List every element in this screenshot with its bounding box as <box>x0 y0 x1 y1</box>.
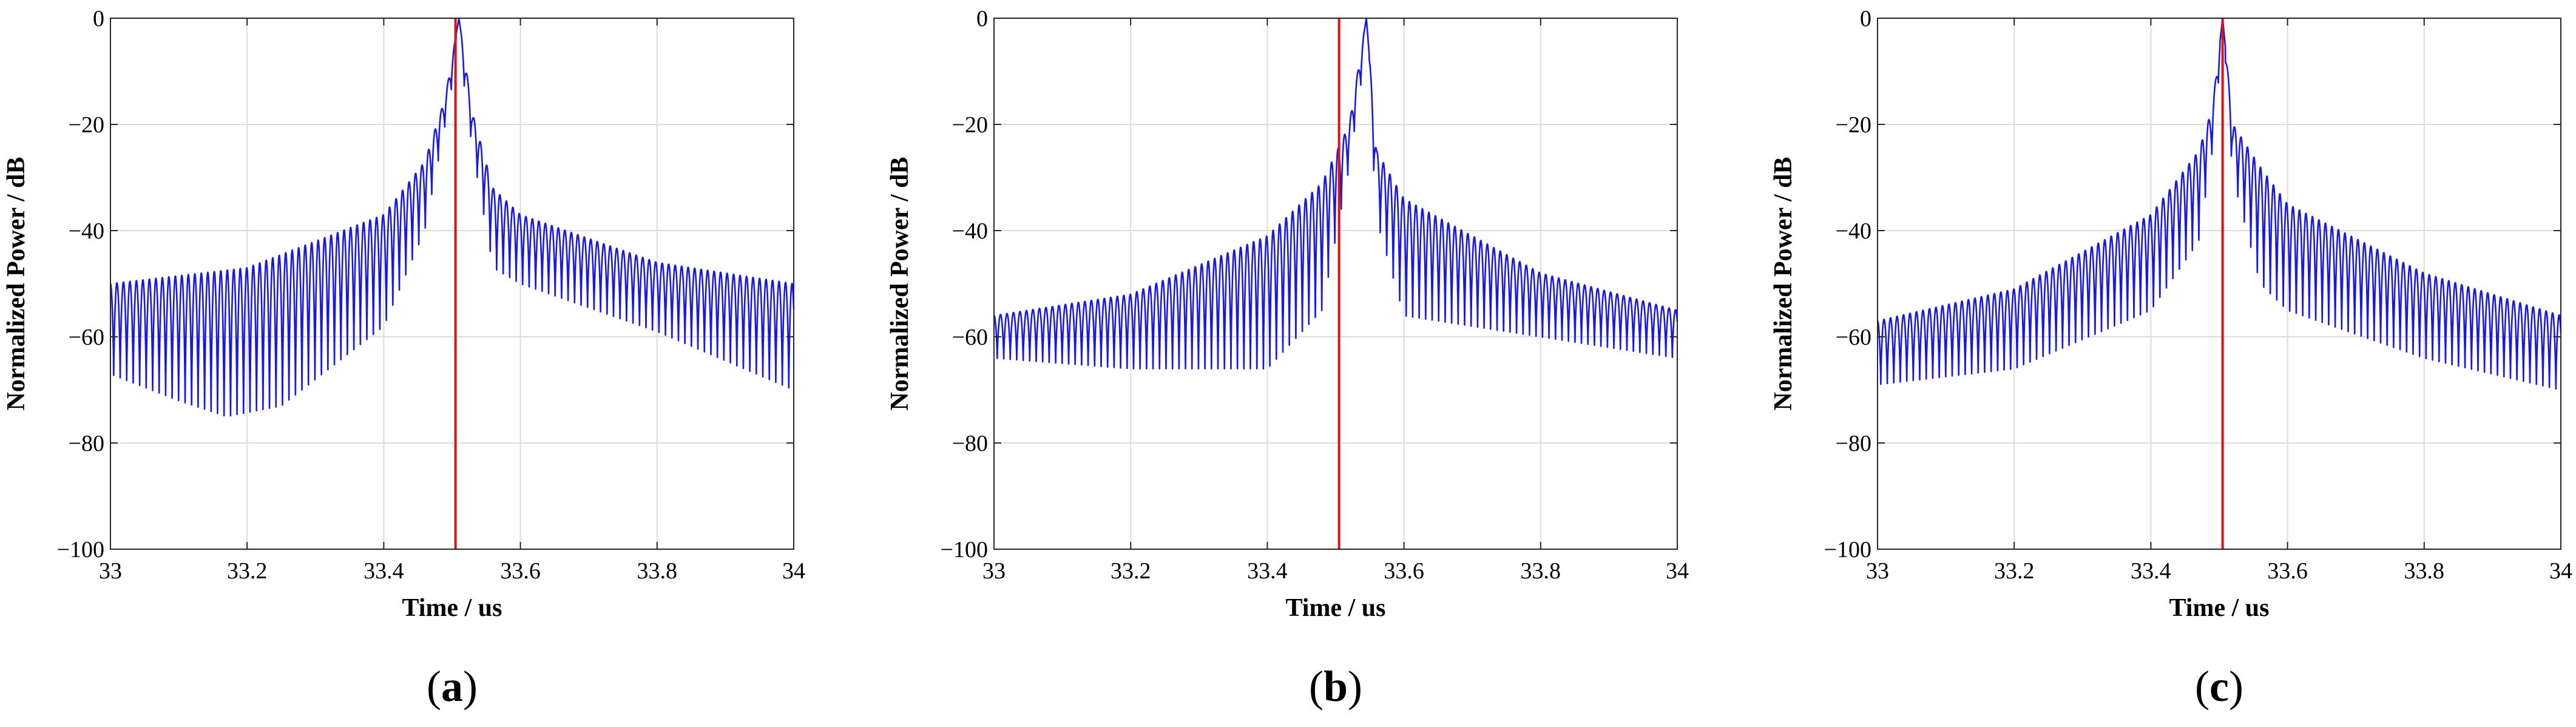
x-tick-label: 33.8 <box>2404 558 2445 584</box>
x-tick-label: 33.8 <box>637 558 678 584</box>
x-axis-label: Time / us <box>2169 594 2270 622</box>
x-tick-label: 33 <box>99 558 122 584</box>
y-axis-label: Normalized Power / dB <box>886 157 914 411</box>
y-tick-label: −100 <box>57 537 104 563</box>
axes-box <box>993 18 1678 550</box>
x-tick-label: 33.4 <box>363 558 404 584</box>
x-tick-label: 33.6 <box>500 558 541 584</box>
y-tick-label: 0 <box>976 6 988 32</box>
x-axis-label: Time / us <box>1286 594 1386 622</box>
x-tick-label: 33 <box>1866 558 1889 584</box>
x-tick-label: 34 <box>2549 558 2572 584</box>
y-tick-label: −20 <box>69 112 104 138</box>
y-tick-label: −60 <box>952 325 988 350</box>
panel-b: 33 33.2 33.4 33.6 33.8 34 −100 −80 −60 −40 −20 0 Tim… <box>886 6 1689 711</box>
x-tick-label: 34 <box>1666 558 1689 584</box>
panel-c: 33 33.2 33.4 33.6 33.8 34 −100 −80 −60 −40 −20 0 Tim… <box>1770 6 2572 711</box>
y-tick-label: 0 <box>93 6 104 32</box>
signal-trace <box>1876 17 2562 390</box>
signal-trace <box>109 17 795 417</box>
x-tick-label: 33.6 <box>1384 558 1424 584</box>
signal-trace <box>993 17 1678 370</box>
y-tick-label: −60 <box>1836 325 1871 350</box>
x-tick-label: 33 <box>982 558 1006 584</box>
y-tick-label: −20 <box>952 112 988 138</box>
y-tick-label: −100 <box>1824 537 1871 563</box>
y-tick-label: −60 <box>69 325 104 350</box>
y-tick-label: −40 <box>69 218 104 244</box>
x-tick-label: 33.2 <box>1994 558 2035 584</box>
x-tick-label: 33.8 <box>1521 558 1561 584</box>
y-tick-label: −100 <box>941 537 988 563</box>
x-tick-label: 33.4 <box>1247 558 1288 584</box>
y-tick-label: −20 <box>1836 112 1871 138</box>
y-tick-label: 0 <box>1860 6 1871 32</box>
panel-label: (c) <box>2195 662 2243 711</box>
y-tick-label: −40 <box>1836 218 1871 244</box>
panel-label: (a) <box>427 662 478 711</box>
panel-label: (b) <box>1309 662 1362 711</box>
x-tick-label: 33.4 <box>2131 558 2171 584</box>
x-tick-label: 33.2 <box>227 558 268 584</box>
x-tick-label: 33.6 <box>2267 558 2308 584</box>
y-tick-label: −80 <box>69 431 104 456</box>
axes-box <box>1877 18 2561 550</box>
y-tick-label: −80 <box>952 431 988 456</box>
y-axis-label: Normalized Power / dB <box>2 157 30 411</box>
x-axis-label: Time / us <box>402 594 502 622</box>
y-axis-label: Normalized Power / dB <box>1770 157 1797 411</box>
axes-box <box>110 18 794 550</box>
panel-a: 33 33.2 33.4 33.6 33.8 34 −100 −80 −60 −40 −20 0 Tim… <box>2 6 805 711</box>
y-tick-label: −80 <box>1836 431 1871 456</box>
x-tick-label: 34 <box>782 558 805 584</box>
y-tick-label: −40 <box>952 218 988 244</box>
x-tick-label: 33.2 <box>1111 558 1151 584</box>
